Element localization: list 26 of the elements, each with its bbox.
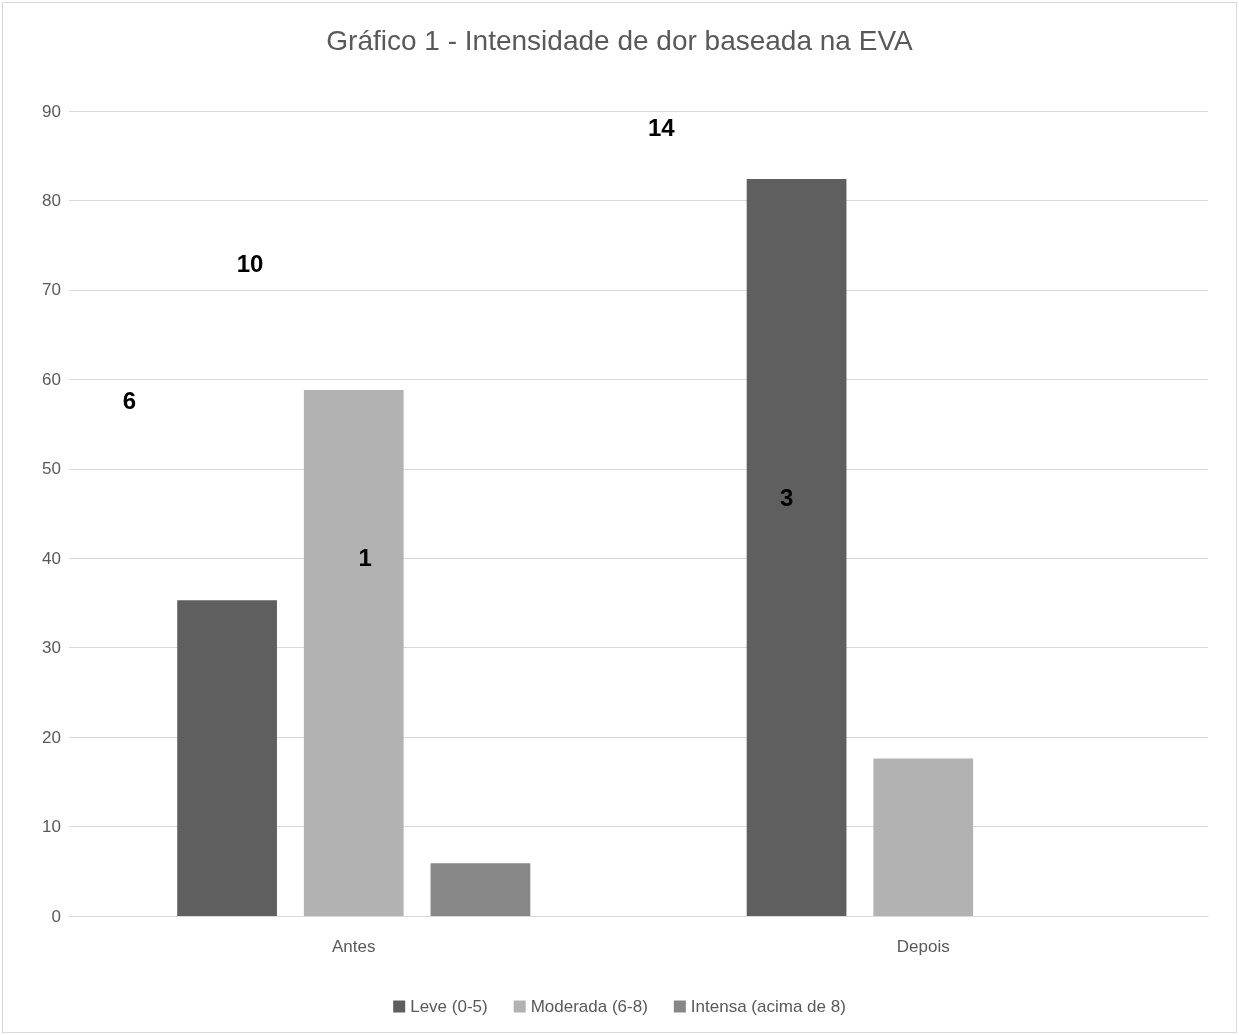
- y-tick-label: 90: [42, 101, 61, 121]
- y-tick-label: 0: [51, 906, 61, 926]
- y-tick-label: 80: [42, 190, 61, 210]
- x-tick-label: Depois: [896, 937, 950, 956]
- annotation: 1: [358, 544, 372, 572]
- bar: [177, 600, 277, 916]
- chart-title: Gráfico 1 - Intensidade de dor baseada na EVA: [326, 24, 913, 56]
- y-tick-label: 50: [42, 459, 61, 479]
- bar: [430, 863, 531, 916]
- annotation: 6: [122, 387, 137, 415]
- annotation: 10: [236, 250, 264, 278]
- annotation: 14: [647, 113, 676, 141]
- y-tick-label: 30: [42, 638, 61, 658]
- annotation: 3: [779, 483, 794, 511]
- legend-label: Moderada (6-8): [530, 997, 648, 1016]
- y-tick-label: 40: [42, 548, 61, 568]
- y-tick-label: 60: [42, 369, 61, 389]
- x-tick-label: Antes: [332, 937, 376, 956]
- y-tick-label: 20: [42, 727, 61, 747]
- bar: [873, 758, 974, 916]
- bar: [303, 390, 404, 916]
- legend-label: Leve (0-5): [410, 997, 488, 1016]
- y-tick-label: 10: [42, 817, 61, 837]
- y-tick-label: 70: [42, 280, 61, 300]
- bar: [746, 178, 847, 916]
- legend-label: Intensa (acima de 8): [690, 997, 846, 1016]
